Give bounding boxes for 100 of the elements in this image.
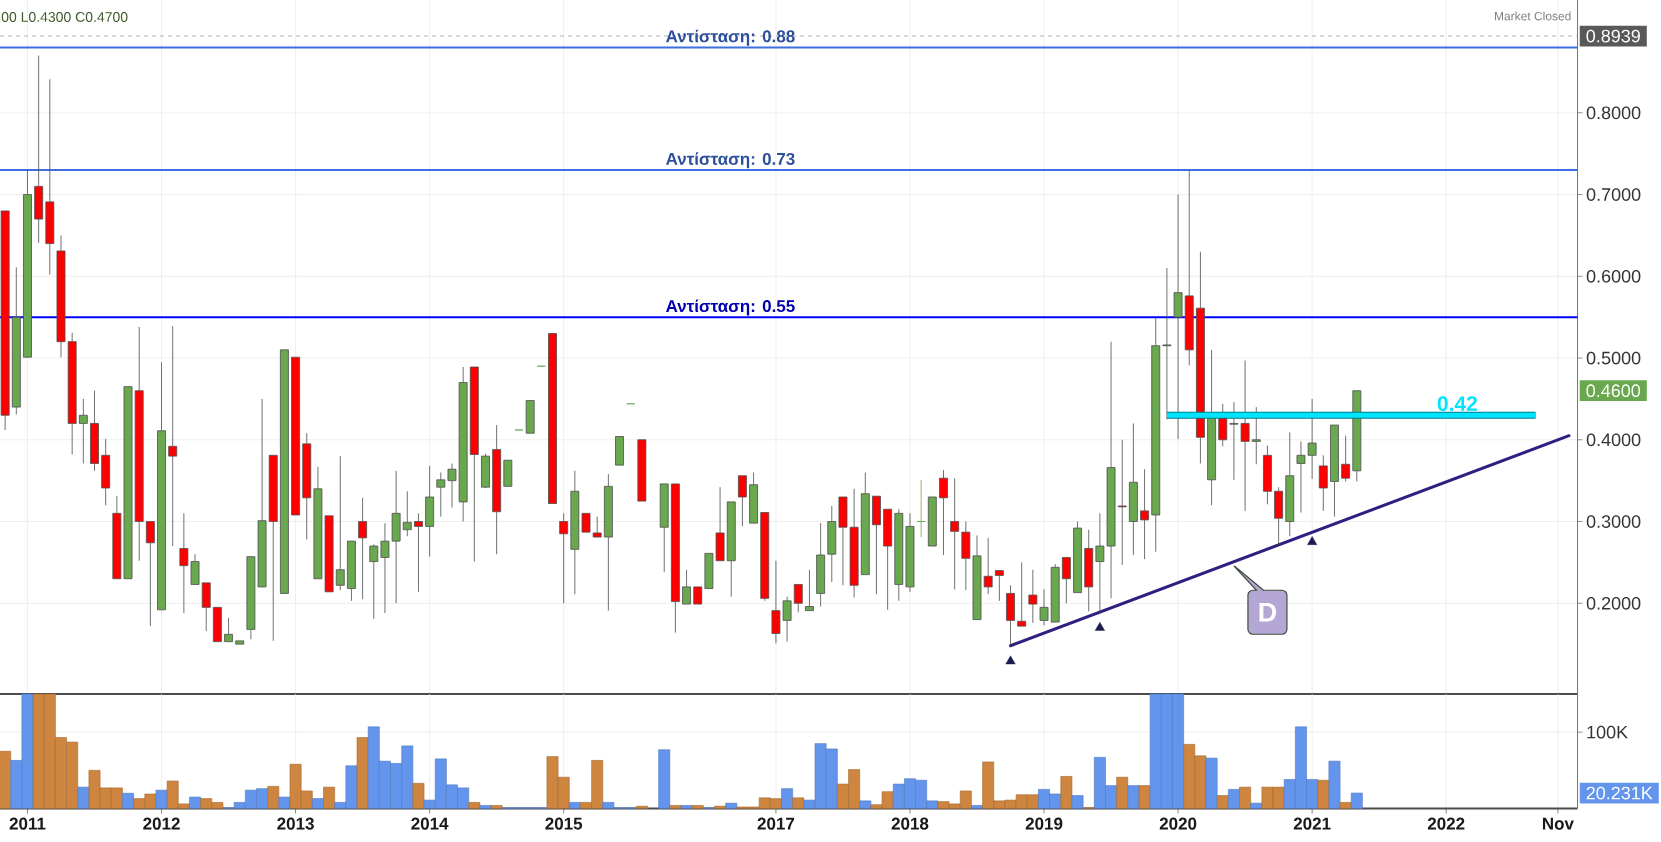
bar — [1239, 786, 1251, 809]
bar — [1317, 779, 1330, 809]
candlestick — [950, 477, 960, 590]
candlestick — [425, 465, 435, 558]
bar — [1350, 792, 1363, 809]
annotation: D — [1259, 602, 1277, 622]
bar — [635, 805, 648, 809]
candlestick — [603, 473, 613, 612]
candlestick — [492, 424, 502, 555]
bar — [1071, 795, 1084, 809]
x-tick-label: Nov — [1542, 817, 1574, 830]
candlestick — [1251, 406, 1261, 465]
text: 0.4600 — [1586, 384, 1641, 398]
candlestick — [827, 505, 837, 583]
candlestick — [559, 512, 569, 604]
candlestick — [11, 266, 21, 415]
bar — [479, 805, 492, 809]
candlestick — [1039, 588, 1049, 626]
bar — [971, 805, 983, 809]
candlestick — [101, 438, 111, 506]
bar — [267, 786, 280, 809]
bar — [1250, 802, 1263, 809]
candlestick — [816, 522, 826, 607]
candlestick — [1196, 251, 1205, 464]
candlestick — [45, 78, 55, 276]
candlestick — [1151, 317, 1161, 553]
x-tick-label: 2021 — [1293, 817, 1331, 830]
x-tick-label: 2011 — [9, 817, 46, 830]
point — [1094, 622, 1105, 631]
y-tick-label: 0.7000 — [1586, 188, 1641, 201]
x-tick-label: 2019 — [1025, 817, 1063, 830]
candlestick — [436, 472, 446, 518]
bar — [725, 802, 738, 809]
bar — [1127, 785, 1140, 809]
candlestick — [1117, 439, 1127, 566]
bar — [680, 805, 693, 809]
candlestick — [1028, 569, 1038, 624]
bar — [1116, 776, 1129, 809]
candlestick — [369, 544, 379, 620]
candlestick — [1285, 432, 1295, 537]
x-tick-label: 2017 — [757, 817, 795, 830]
candlestick — [90, 390, 99, 472]
bar — [356, 737, 369, 809]
bar — [714, 805, 726, 809]
bar — [1216, 795, 1229, 809]
candlestick — [905, 512, 915, 593]
bar — [1328, 760, 1341, 809]
bar — [278, 796, 291, 809]
candlestick — [302, 432, 312, 540]
bar — [468, 802, 481, 809]
candlestick — [1084, 529, 1094, 612]
bar — [1060, 776, 1073, 809]
candlestick — [939, 469, 948, 556]
y-tick-label: 100K — [1587, 725, 1628, 739]
ref-line-label: Αντίσταση: 0.73 — [665, 152, 795, 169]
candlestick — [1318, 454, 1328, 512]
ref-line-label: Αντίσταση: 0.55 — [665, 299, 795, 316]
candlestick — [78, 398, 88, 464]
bar — [781, 788, 793, 809]
bar — [1339, 802, 1352, 809]
bar — [658, 749, 671, 809]
text: 20.231K — [1586, 786, 1653, 800]
x-tick-label: 2018 — [891, 817, 929, 830]
y-tick-label: 0.8000 — [1586, 106, 1641, 120]
candlestick — [1274, 486, 1284, 546]
bar — [312, 798, 324, 809]
x-tick-label: 2020 — [1159, 817, 1197, 830]
candlestick — [983, 537, 993, 595]
y-tick-label: 0.5000 — [1586, 351, 1641, 365]
candlestick — [34, 55, 44, 244]
candlestick — [1173, 194, 1183, 440]
x-tick-label: 2022 — [1427, 817, 1465, 830]
candlestick — [402, 490, 412, 537]
bar — [792, 797, 805, 809]
x-tick-label: 2014 — [411, 817, 449, 830]
bar — [77, 786, 90, 809]
bar — [691, 805, 704, 809]
x-tick-label: 2015 — [545, 817, 583, 830]
annotation: 00 L0.4300 C0.4700 — [1, 12, 128, 22]
point — [1307, 536, 1318, 545]
y-tick-label: 0.6000 — [1586, 269, 1641, 283]
bar — [1205, 757, 1218, 809]
bar — [669, 805, 682, 809]
bar — [155, 789, 168, 809]
candlestick — [414, 512, 423, 593]
ref-line-label: 0.8939 — [1586, 29, 1640, 43]
x-tick-label: 2012 — [143, 817, 180, 830]
bar — [0, 750, 12, 809]
point — [1005, 655, 1016, 665]
candlestick — [1162, 267, 1172, 420]
bar — [568, 802, 581, 809]
ref-line-label: Αντίσταση: 0.88 — [665, 29, 795, 46]
bar — [490, 805, 503, 809]
x-tick-label: 2013 — [277, 817, 314, 830]
y-tick-label: 0.3000 — [1586, 515, 1641, 528]
candlestick — [1184, 170, 1194, 366]
candlestick — [134, 326, 144, 562]
annotation: Market Closed — [1494, 11, 1571, 21]
bar — [1228, 789, 1240, 809]
series-label: 0.42 — [1437, 396, 1477, 412]
